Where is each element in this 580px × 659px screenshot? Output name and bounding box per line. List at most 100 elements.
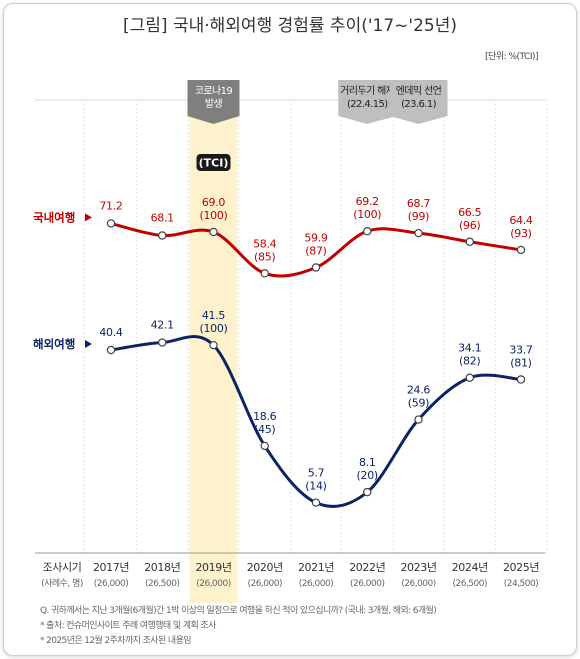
point-0-5 [363, 227, 372, 236]
value-label-1-4: 5.7 [308, 467, 325, 480]
x-tick-sub-0: (26,000) [94, 579, 129, 589]
annotation-text-0-1: 발생 [205, 98, 223, 110]
tci-label-1-4: (14) [305, 480, 326, 493]
chart-title: [그림] 국내·해외여행 경험률 추이('17~'25년) [123, 16, 457, 36]
point-1-3 [260, 441, 269, 451]
grid-lines [35, 99, 548, 553]
x-tick-7: 2024년 [452, 561, 488, 574]
value-label-1-8: 33.7 [509, 343, 533, 356]
point-1-0 [106, 345, 116, 355]
annotation-1: 거리두기 해제 (22.4.15) [338, 80, 397, 124]
annotation-2: 엔데믹 선언 (23.6.1) [389, 80, 448, 124]
value-label-1-0: 40.4 [99, 326, 123, 339]
x-tick-sub-2: (26,000) [196, 579, 231, 589]
annotation-text-0-0: 코로나19 [195, 85, 233, 97]
point-1-2 [209, 340, 218, 350]
value-label-1-3: 18.6 [253, 410, 277, 423]
tci-label-0-7: (96) [459, 219, 480, 232]
value-label-0-4: 59.9 [304, 231, 328, 244]
annotation-shape-0 [187, 80, 240, 124]
tci-label-0-5: (100) [353, 208, 381, 221]
x-tick-2: 2019년 [195, 561, 231, 574]
point-0-3 [260, 269, 269, 278]
x-header: 조사시기 [43, 561, 82, 574]
x-tick-8: 2025년 [503, 561, 539, 574]
annotation-text-1-1: (22.4.15) [347, 99, 388, 110]
value-label-1-5: 8.1 [359, 456, 376, 469]
value-label-1-7: 34.1 [458, 342, 481, 355]
tci-label-0-4: (87) [305, 244, 326, 257]
note-source: * 출처: 컨슈머인사이트 주례 여행행태 및 계획 조사 [40, 619, 217, 631]
tci-label-1-5: (20) [357, 469, 378, 482]
x-tick-sub-5: (26,000) [350, 579, 385, 589]
value-label-1-2: 41.5 [202, 309, 226, 322]
value-label-0-0: 71.2 [99, 199, 122, 212]
note-question: Q. 귀하께서는 지난 3개월(6개월)간 1박 이상의 일정으로 여행을 하신… [40, 604, 436, 616]
x-tick-5: 2022년 [349, 561, 385, 574]
tci-label-0-3: (85) [254, 250, 275, 263]
tci-label-0-2: (100) [199, 209, 227, 222]
x-ticks: 2017년 (26,000) 2018년 (26,500) 2019년 (26,000) 2… [93, 561, 540, 589]
point-1-1 [158, 338, 167, 347]
point-1-4 [311, 498, 321, 507]
x-tick-6: 2023년 [400, 561, 436, 574]
point-0-2 [209, 227, 218, 237]
point-0-8 [516, 245, 526, 255]
value-label-0-5: 69.2 [356, 195, 379, 208]
x-tick-sub-8: (24,500) [504, 579, 539, 589]
x-tick-3: 2020년 [247, 561, 283, 574]
tci-label-1-8: (81) [510, 356, 531, 369]
series-arrow-domestic [85, 213, 92, 222]
value-label-0-1: 68.1 [151, 212, 174, 225]
annotation-shape-2 [389, 80, 448, 124]
point-0-0 [106, 219, 116, 228]
note-period: * 2025년은 12월 2주차까지 조사된 내용임 [40, 634, 191, 646]
value-label-1-6: 24.6 [407, 384, 431, 397]
point-0-1 [158, 231, 167, 240]
annotation-text-2-1: (23.6.1) [401, 99, 437, 110]
tci-label-1-7: (82) [459, 355, 480, 368]
tci-label-1-2: (100) [199, 322, 227, 335]
highlight-column-2019 [189, 100, 238, 603]
point-1-6 [414, 415, 423, 424]
x-tick-4: 2021년 [298, 561, 334, 574]
point-1-5 [363, 487, 372, 497]
x-tick-0: 2017년 [93, 561, 129, 574]
point-0-7 [465, 237, 474, 246]
x-tick-sub-6: (26,000) [401, 579, 436, 589]
tci-label-1-3: (45) [254, 423, 275, 436]
annotation-shape-1 [338, 80, 397, 124]
tci-label-0-6: (99) [408, 210, 429, 223]
value-label-1-1: 42.1 [151, 319, 174, 332]
x-tick-sub-4: (26,000) [299, 579, 334, 589]
tci-label-1-6: (59) [408, 397, 429, 410]
data-labels: 71.268.169.0(100)58.4(85)59.9(87)69.2(10… [99, 195, 533, 492]
unit-label: [단위: %(TCI)] [485, 51, 538, 62]
tci-label-0-8: (93) [510, 227, 531, 240]
x-tick-sub-7: (26,500) [452, 579, 487, 589]
series-label-overseas: 해외여행 [33, 337, 75, 351]
series-label-domestic: 국내여행 [33, 210, 75, 224]
value-label-0-3: 58.4 [253, 237, 277, 250]
series-arrow-overseas [85, 340, 92, 348]
value-label-0-8: 64.4 [509, 214, 533, 227]
point-0-4 [311, 263, 321, 272]
point-1-8 [516, 375, 526, 384]
x-header-sub: (사례수, 명) [41, 578, 83, 589]
annotation-text-1-0: 거리두기 해제 [340, 84, 395, 97]
series-points [106, 219, 526, 507]
value-label-0-7: 66.5 [458, 206, 482, 219]
point-0-6 [414, 228, 423, 238]
point-1-7 [465, 373, 474, 382]
x-tick-1: 2018년 [144, 561, 180, 574]
value-label-0-2: 69.0 [202, 196, 226, 209]
x-tick-sub-3: (26,000) [247, 579, 282, 589]
tci-badge-text: (TCI) [199, 157, 229, 170]
tci-badge: (TCI) [196, 154, 231, 171]
tci-badge-bg [196, 154, 231, 171]
annotation-text-2-0: 엔데믹 선언 [396, 85, 442, 97]
x-tick-sub-1: (26,500) [145, 579, 180, 589]
